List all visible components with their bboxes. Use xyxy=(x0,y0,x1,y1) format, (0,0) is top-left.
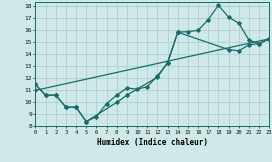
X-axis label: Humidex (Indice chaleur): Humidex (Indice chaleur) xyxy=(97,138,208,147)
